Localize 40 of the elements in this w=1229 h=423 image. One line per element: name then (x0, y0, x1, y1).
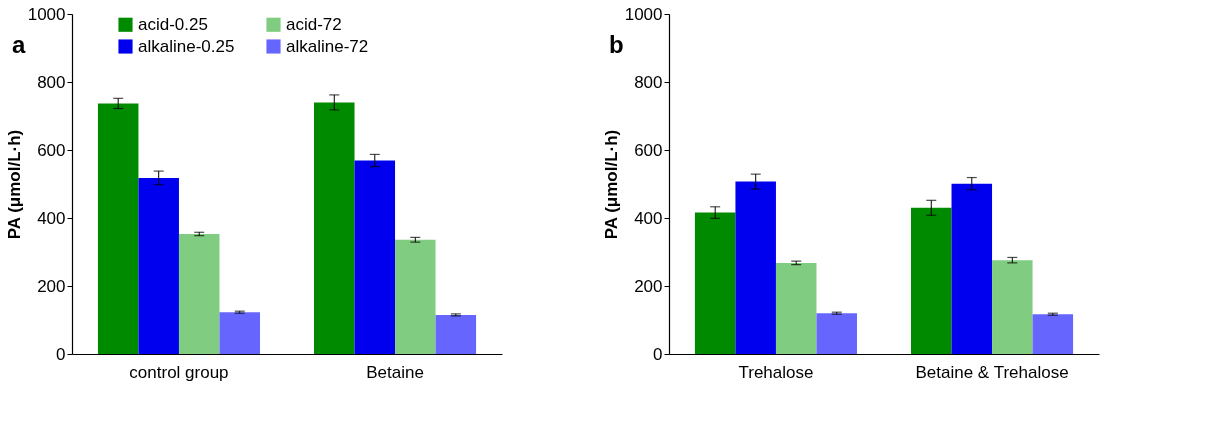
legend-label: acid-0.25 (138, 14, 208, 34)
bar (395, 239, 436, 354)
bar (219, 312, 260, 354)
legend-label: alkaline-0.25 (138, 36, 235, 56)
text: b (609, 31, 624, 58)
bar (1032, 314, 1074, 354)
bar (992, 260, 1033, 354)
y-tick-label: 0 (56, 344, 66, 364)
y-tick-label: 600 (37, 140, 66, 160)
x-tick-label: control group (129, 362, 229, 382)
y-axis-title: PA (μmol/L·h) (4, 129, 24, 240)
y-tick-label: 0 (653, 344, 663, 364)
x-tick-label: Betaine & Trehalose (915, 362, 1069, 382)
bar (911, 207, 952, 354)
legend-label: acid-72 (286, 14, 342, 34)
y-tick-label: 600 (634, 140, 663, 160)
x-tick-label: Trehalose (738, 362, 814, 382)
bar (97, 103, 139, 354)
bar (775, 262, 817, 354)
bar (951, 183, 993, 354)
y-tick-label: 1000 (27, 4, 66, 24)
bar (354, 160, 396, 354)
text: a (12, 31, 26, 58)
bar (735, 181, 776, 354)
legend-label: alkaline-72 (286, 36, 369, 56)
y-tick-label: 800 (37, 72, 66, 92)
y-axis-title: PA (μmol/L·h) (601, 129, 621, 240)
x-tick-label: Betaine (366, 362, 424, 382)
y-tick-label: 800 (634, 72, 663, 92)
y-tick-label: 1000 (624, 4, 663, 24)
bar (816, 313, 857, 354)
y-tick-label: 400 (37, 208, 66, 228)
y-tick-label: 400 (634, 208, 663, 228)
bar (435, 314, 477, 354)
bar (178, 233, 220, 354)
bar (694, 212, 736, 354)
bar (314, 102, 355, 354)
y-tick-label: 200 (634, 276, 663, 296)
y-tick-label: 200 (37, 276, 66, 296)
bar (138, 177, 179, 354)
